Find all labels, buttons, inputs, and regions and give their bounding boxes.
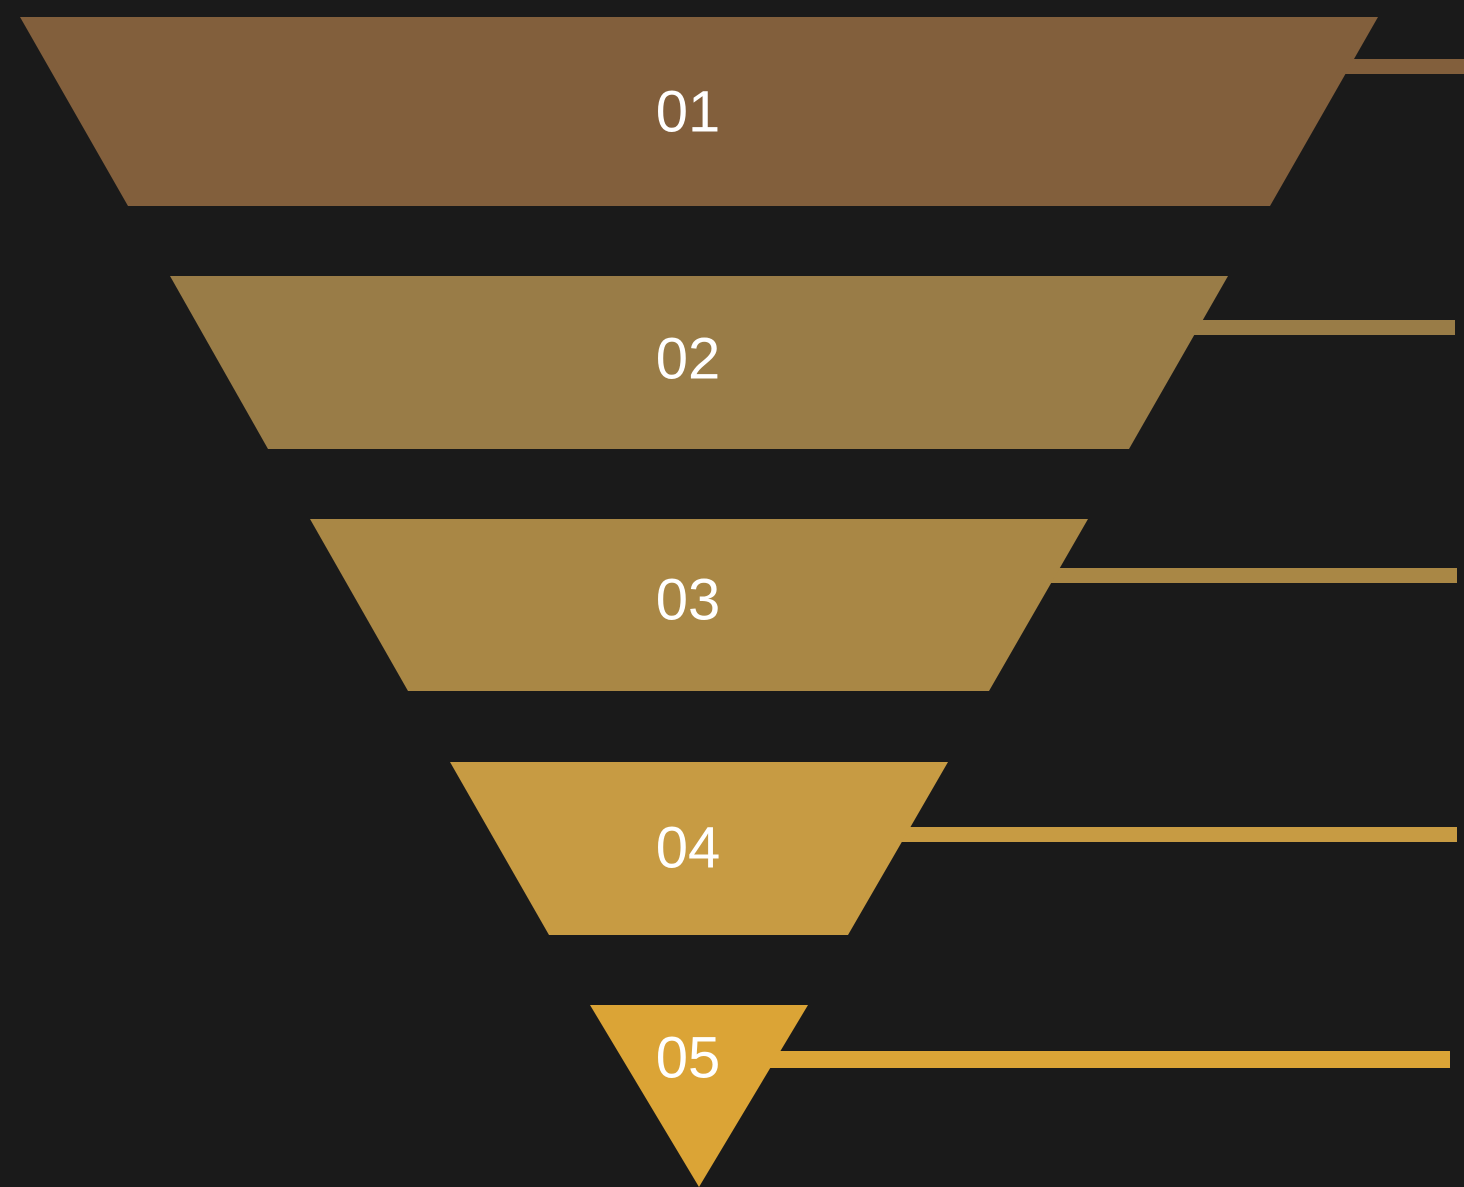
stage-1-connector-line — [1330, 59, 1464, 74]
stage-4-label: 04 — [656, 815, 721, 880]
funnel-stage-1: 01 — [20, 17, 1464, 206]
stage-2-label: 02 — [656, 326, 721, 391]
stage-5-connector-line — [760, 1051, 1450, 1068]
stage-3-connector-line — [1045, 568, 1457, 583]
stage-5-label: 05 — [656, 1025, 721, 1090]
stage-3-label: 03 — [656, 567, 721, 632]
funnel-stage-2: 02 — [170, 276, 1455, 449]
stage-1-label: 01 — [656, 79, 721, 144]
stage-3-segment — [310, 519, 1088, 691]
stage-2-segment — [170, 276, 1228, 449]
stage-2-connector-line — [1185, 320, 1455, 335]
funnel-stage-5: 05 — [590, 1005, 1450, 1187]
stage-4-segment — [450, 762, 948, 935]
stage-4-connector-line — [900, 827, 1457, 842]
stage-5-segment — [590, 1005, 808, 1187]
funnel-stage-3: 03 — [310, 519, 1457, 691]
funnel-stage-4: 04 — [450, 762, 1457, 935]
stage-1-segment — [20, 17, 1378, 206]
